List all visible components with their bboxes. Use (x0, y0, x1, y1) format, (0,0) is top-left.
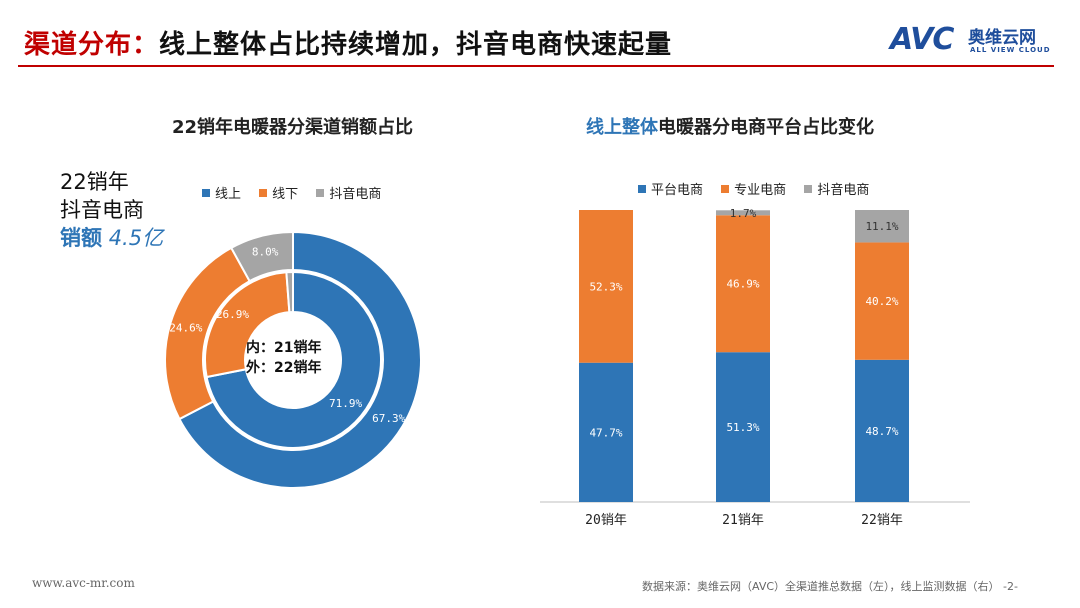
donut-chart-title: 22销年电暖器分渠道销额占比 (172, 117, 414, 138)
footer-url: www.avc-mr.com (32, 576, 135, 590)
legend-swatch-douyin (316, 188, 325, 197)
page-title-accent: 渠道分布： (24, 30, 160, 60)
legend-swatch-platform (638, 184, 646, 193)
bar-douyin-2 (855, 210, 909, 243)
callout-value: 4.5亿 (108, 226, 164, 250)
callout-line2: 抖音电商 (60, 198, 144, 222)
bar-platform-1 (716, 352, 770, 502)
legend-label-professional: 专业电商 (734, 183, 787, 198)
donut-inner-label-offline: 26.9% (216, 308, 249, 321)
donut-outer-label-online: 67.3% (372, 412, 405, 425)
center-label-line1: 内：21销年 (246, 340, 322, 356)
donut-inner-slice-online (205, 270, 382, 449)
legend-label-platform: 平台电商 (651, 183, 704, 198)
stacked-bar-chart: 47.7% 52.3% 20销年 51.3% 46.9% 1.7% 21销年 48.7% 40.… (540, 207, 970, 528)
bar-category-label-0: 20销年 (585, 513, 627, 528)
legend-swatch-douyin-ecom (804, 184, 813, 193)
callout-line1: 22销年 (60, 170, 129, 194)
legend-swatch-offline (259, 188, 268, 197)
logo-cn: 奥维云网 (968, 28, 1036, 48)
legend-item-online: 线上 (202, 183, 241, 202)
bar-legend: 平台电商 专业电商 抖音电商 (638, 179, 883, 198)
legend-swatch-online (202, 188, 210, 197)
bar-label-douyin-2: 11.1% (865, 220, 898, 233)
douyin-sales-callout: 22销年 抖音电商 销额 4.5亿 (60, 168, 163, 252)
bar-platform-2 (855, 359, 909, 502)
title-divider (18, 65, 1054, 67)
bar-label-professional-1: 46.9% (726, 278, 759, 291)
bar-label-douyin-1: 1.7% (730, 207, 757, 220)
bar-chart-title-highlight: 线上整体 (586, 117, 658, 138)
legend-item-platform: 平台电商 (638, 179, 703, 198)
bar-label-platform-0: 47.7% (589, 426, 622, 439)
bar-professional-0 (579, 210, 633, 363)
donut-outer-slice-douyin (229, 230, 294, 283)
donut-outer-slice-online (178, 230, 422, 489)
logo-mark: AVC (890, 22, 954, 57)
bar-label-professional-2: 40.2% (865, 295, 898, 308)
donut-chart: 71.9% 26.9% 67.3% 24.6% 8.0% (164, 230, 422, 489)
donut-inner-slice-offline (204, 271, 291, 379)
page-title-rest: 线上整体占比持续增加，抖音电商快速起量 (159, 30, 673, 60)
bar-chart-title: 线上整体电暖器分电商平台占比变化 (586, 113, 874, 139)
bar-douyin-1 (716, 210, 770, 216)
donut-legend: 线上 线下 抖音电商 (202, 183, 395, 202)
legend-item-douyin: 抖音电商 (316, 183, 381, 202)
legend-label-offline: 线下 (272, 187, 299, 202)
donut-inner-slice-douyin (285, 270, 294, 314)
legend-label-online: 线上 (215, 187, 242, 202)
bar-professional-1 (716, 215, 770, 353)
bar-category-label-1: 21销年 (722, 513, 764, 528)
bar-category-label-2: 22销年 (861, 513, 903, 528)
legend-label-douyin-ecom: 抖音电商 (817, 183, 870, 198)
bar-label-platform-1: 51.3% (726, 421, 759, 434)
legend-item-offline: 线下 (259, 183, 298, 202)
legend-item-professional: 专业电商 (721, 179, 786, 198)
donut-outer-label-offline: 24.6% (169, 322, 202, 335)
avc-logo: AVC 奥维云网 ALL VIEW CLOUD (890, 18, 1060, 62)
center-label-line2: 外：22销年 (246, 360, 322, 376)
bar-label-professional-0: 52.3% (589, 280, 622, 293)
donut-outer-label-douyin: 8.0% (252, 246, 279, 259)
footer-source: 数据来源：奥维云网（AVC）全渠道推总数据（左），线上监测数据（右） -2- (642, 580, 1018, 593)
legend-item-douyin-ecom: 抖音电商 (804, 179, 869, 198)
donut-center-label: 内：21销年 外：22销年 (246, 338, 321, 378)
page-title: 渠道分布：线上整体占比持续增加，抖音电商快速起量 (24, 24, 672, 61)
bar-chart-title-rest: 电暖器分电商平台占比变化 (658, 117, 874, 138)
legend-label-douyin: 抖音电商 (329, 187, 382, 202)
bar-platform-0 (579, 362, 633, 502)
logo-en: ALL VIEW CLOUD (970, 46, 1051, 54)
donut-inner-label-online: 71.9% (329, 397, 362, 410)
legend-swatch-professional (721, 184, 730, 193)
callout-label: 销额 (60, 226, 102, 250)
bar-label-platform-2: 48.7% (865, 425, 898, 438)
bar-professional-2 (855, 242, 909, 360)
